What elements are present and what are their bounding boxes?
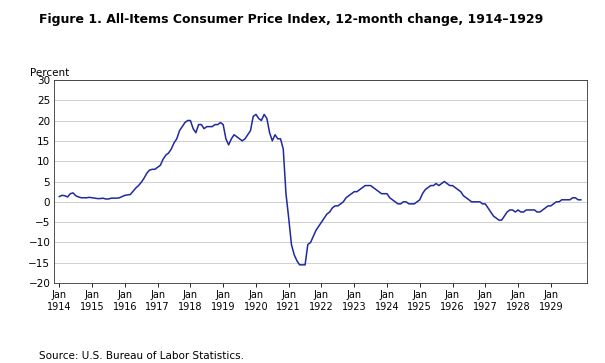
Text: Percent: Percent — [30, 68, 70, 78]
Text: Source: U.S. Bureau of Labor Statistics.: Source: U.S. Bureau of Labor Statistics. — [39, 351, 244, 361]
Text: Figure 1. All-Items Consumer Price Index, 12-month change, 1914–1929: Figure 1. All-Items Consumer Price Index… — [39, 13, 543, 26]
